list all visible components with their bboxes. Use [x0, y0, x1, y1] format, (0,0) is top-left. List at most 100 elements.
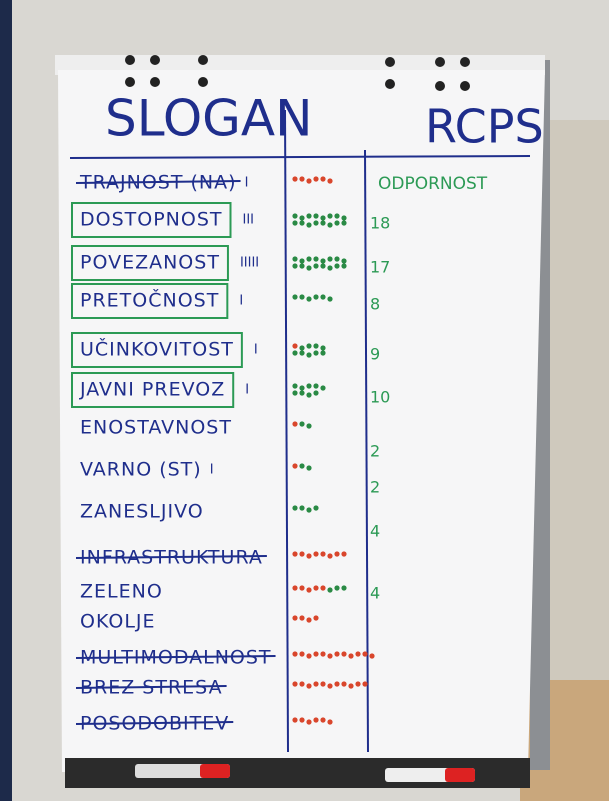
score: 4: [370, 584, 380, 603]
vote-dot: [355, 681, 360, 686]
row-label: ZANESLJIVO: [80, 501, 204, 523]
row-label: UČINKOVITOST: [80, 337, 234, 361]
score: 8: [370, 295, 380, 314]
vote-dot: [355, 651, 360, 656]
vote-dot: [292, 681, 297, 686]
vote-dot: [292, 390, 297, 395]
vote-dot: [334, 256, 339, 261]
score: 2: [370, 478, 380, 497]
window: [540, 120, 609, 680]
vote-dot: [327, 587, 332, 592]
tally: IIIII: [240, 256, 259, 271]
vote-dot: [313, 390, 318, 395]
vote-dot: [313, 505, 318, 510]
vote-dot: [292, 551, 297, 556]
vote-dot: [306, 587, 311, 592]
vote-dot: [299, 651, 304, 656]
tally: I: [239, 294, 243, 309]
vote-dot: [299, 176, 304, 181]
vote-dot: [334, 651, 339, 656]
vote-dot: [334, 681, 339, 686]
column-header: ODPORNOST: [378, 174, 488, 194]
vote-dot: [362, 681, 367, 686]
vote-dot: [292, 220, 297, 225]
row-label: ENOSTAVNOST: [80, 417, 232, 439]
vote-dot: [327, 553, 332, 558]
vote-dot: [313, 176, 318, 181]
vote-dot: [341, 551, 346, 556]
row-label: OKOLJE: [80, 611, 156, 633]
header-left: SLOGAN: [105, 90, 313, 148]
vote-dot: [320, 681, 325, 686]
vote-dot: [292, 615, 297, 620]
vote-dot: [299, 350, 304, 355]
vote-dot: [299, 263, 304, 268]
vote-dot: [292, 421, 297, 426]
vote-dot: [306, 383, 311, 388]
vote-dot: [299, 390, 304, 395]
vote-dot: [299, 717, 304, 722]
vote-dot: [313, 585, 318, 590]
vote-dot: [320, 220, 325, 225]
marker-cap: [445, 768, 475, 782]
vote-dot: [341, 585, 346, 590]
vote-dot: [334, 585, 339, 590]
vote-dot: [341, 258, 346, 263]
vote-dot: [299, 681, 304, 686]
vote-dot: [320, 551, 325, 556]
vote-dot: [341, 263, 346, 268]
vote-dot: [334, 263, 339, 268]
vote-dot: [299, 345, 304, 350]
score: 9: [370, 345, 380, 364]
vote-dot: [313, 213, 318, 218]
vote-dot: [334, 551, 339, 556]
row-label: PRETOČNOST: [80, 288, 219, 312]
vote-dot: [320, 585, 325, 590]
vote-dot: [292, 505, 297, 510]
vote-dot: [348, 653, 353, 658]
marker-cap: [200, 764, 230, 778]
vote-dot: [299, 258, 304, 263]
vote-dot: [313, 717, 318, 722]
vote-dot: [292, 585, 297, 590]
vote-dot: [341, 681, 346, 686]
vote-dot: [313, 343, 318, 348]
vote-dot: [299, 615, 304, 620]
vote-dot: [369, 653, 374, 658]
score: 4: [370, 522, 380, 541]
vote-dot: [334, 213, 339, 218]
row-label: DOSTOPNOST: [80, 209, 223, 231]
vote-dot: [313, 615, 318, 620]
vote-dot: [313, 383, 318, 388]
vote-dot: [306, 296, 311, 301]
vote-dot: [292, 350, 297, 355]
vote-dot: [299, 585, 304, 590]
vote-dot: [313, 294, 318, 299]
vote-dot: [306, 256, 311, 261]
vote-dot: [299, 385, 304, 390]
vote-dot: [341, 651, 346, 656]
vote-dot: [306, 265, 311, 270]
vote-dot: [306, 392, 311, 397]
vote-dot: [292, 717, 297, 722]
vote-dot: [327, 178, 332, 183]
vote-dot: [306, 617, 311, 622]
row-label: VARNO (ST): [80, 459, 202, 481]
vote-dot: [292, 343, 297, 348]
page: SLOGAN RCPS ODPORNOST TRAJNOST (NA)IDOST…: [0, 0, 609, 801]
vote-dot: [292, 263, 297, 268]
vote-dot: [299, 505, 304, 510]
vote-dot: [320, 263, 325, 268]
row-label: POVEZANOST: [80, 252, 220, 274]
vote-dot: [306, 178, 311, 183]
vote-dot: [320, 215, 325, 220]
vote-dot: [292, 176, 297, 181]
vote-dot: [306, 653, 311, 658]
score: 18: [370, 214, 390, 233]
header-right: RCPS: [425, 100, 544, 154]
vote-dot: [327, 213, 332, 218]
score: 2: [370, 442, 380, 461]
vote-dot: [341, 220, 346, 225]
vote-dot: [306, 507, 311, 512]
vote-dot: [292, 383, 297, 388]
